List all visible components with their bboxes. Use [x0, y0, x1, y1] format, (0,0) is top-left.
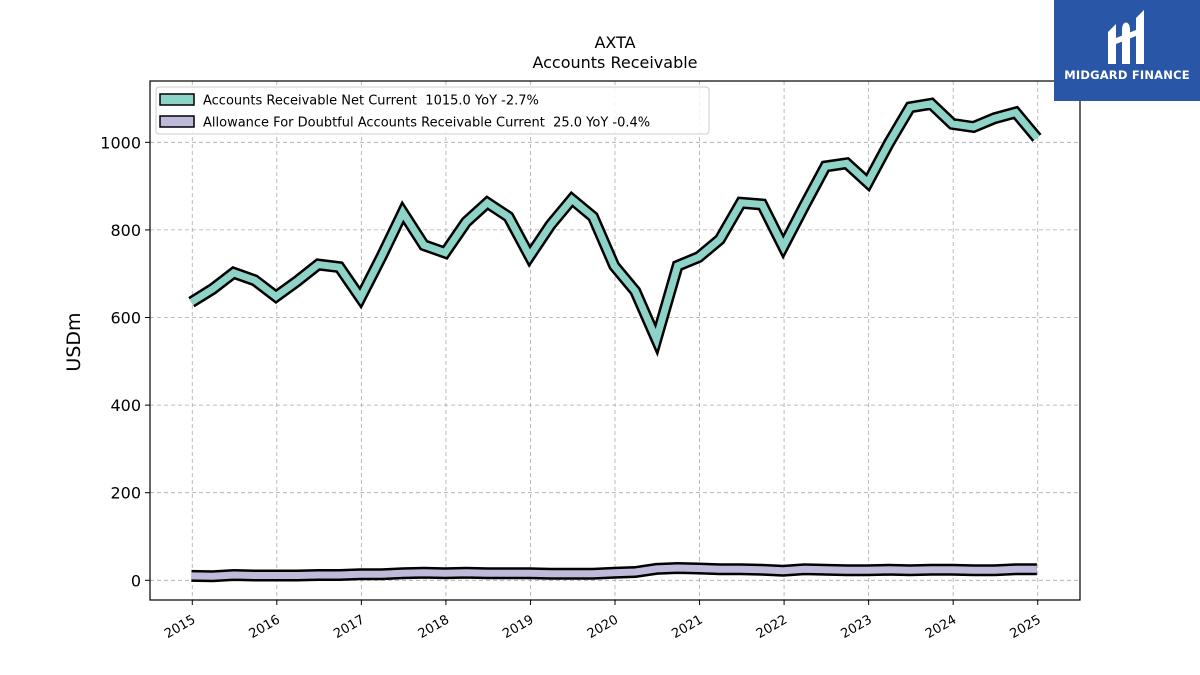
- y-tick-label: 1000: [100, 133, 141, 152]
- chart-subtitle: Accounts Receivable: [532, 53, 697, 72]
- series-0-outline: [188, 97, 1042, 358]
- y-tick-label: 0: [131, 571, 141, 590]
- x-tick-label: 2021: [669, 612, 705, 642]
- legend-swatch-ar-net: [159, 93, 195, 106]
- y-ticks: 0 200 400 600 800 1000: [100, 133, 150, 590]
- legend: Accounts Receivable Net Current 1015.0 Y…: [155, 86, 710, 135]
- y-tick-label: 200: [110, 484, 141, 503]
- chart-title: AXTA: [594, 33, 635, 52]
- legend-label-ar-net: Accounts Receivable Net Current 1015.0 Y…: [203, 94, 539, 109]
- x-tick-label: 2023: [838, 612, 874, 642]
- midgard-logo-icon: [1108, 10, 1144, 64]
- y-tick-label: 400: [110, 396, 141, 415]
- grid: [150, 81, 1080, 600]
- legend-label-allowance: Allowance For Doubtful Accounts Receivab…: [203, 116, 650, 131]
- y-tick-label: 800: [110, 221, 141, 240]
- x-tick-label: 2016: [247, 612, 283, 642]
- brand-logo: MIDGARD FINANCE: [1054, 0, 1200, 101]
- legend-swatch-allowance: [159, 115, 195, 128]
- x-tick-label: 2025: [1008, 612, 1044, 642]
- x-ticks: 2015 2016 2017 2018 2019 2020 2021 2022 2023 2024…: [162, 600, 1044, 642]
- x-tick-label: 2019: [500, 612, 536, 642]
- x-tick-label: 2024: [923, 612, 959, 642]
- series-0-line: [189, 100, 1040, 350]
- logo-text: MIDGARD FINANCE: [1064, 68, 1190, 82]
- x-tick-label: 2022: [754, 612, 790, 642]
- series-1-line: [191, 564, 1037, 580]
- y-axis-label: USDm: [63, 312, 85, 371]
- series-layer: [188, 97, 1042, 583]
- x-tick-label: 2020: [585, 612, 621, 642]
- x-tick-label: 2018: [416, 612, 452, 642]
- legend-box: [155, 86, 710, 135]
- x-tick-label: 2015: [162, 612, 198, 642]
- x-tick-label: 2017: [331, 612, 367, 642]
- y-tick-label: 600: [110, 309, 141, 328]
